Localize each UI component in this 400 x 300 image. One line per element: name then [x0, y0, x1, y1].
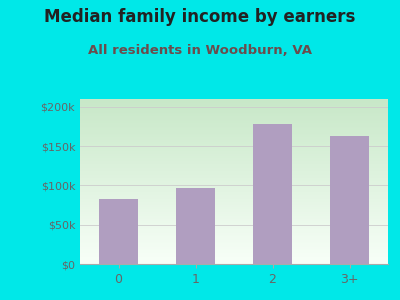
- Bar: [99, 199, 138, 264]
- Text: All residents in Woodburn, VA: All residents in Woodburn, VA: [88, 44, 312, 56]
- Bar: [330, 136, 369, 264]
- Bar: [176, 188, 215, 264]
- Bar: [253, 124, 292, 264]
- Text: Median family income by earners: Median family income by earners: [44, 8, 356, 26]
